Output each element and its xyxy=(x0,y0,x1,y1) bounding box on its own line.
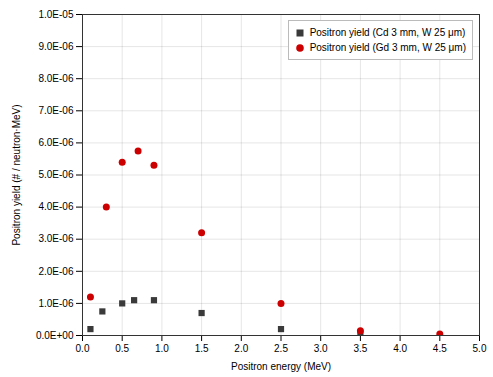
svg-text:Positron yield (# / neutron·Me: Positron yield (# / neutron·MeV) xyxy=(11,104,22,245)
svg-text:2.0E-06: 2.0E-06 xyxy=(38,266,73,277)
svg-text:2.0: 2.0 xyxy=(234,343,248,354)
svg-text:8.0E-06: 8.0E-06 xyxy=(38,73,73,84)
svg-text:4.5: 4.5 xyxy=(433,343,447,354)
svg-text:1.0E-05: 1.0E-05 xyxy=(38,9,73,20)
svg-text:4.0E-06: 4.0E-06 xyxy=(38,201,73,212)
svg-text:4.0: 4.0 xyxy=(393,343,407,354)
svg-text:5.0E-06: 5.0E-06 xyxy=(38,169,73,180)
svg-text:1.0: 1.0 xyxy=(155,343,169,354)
svg-text:5.0: 5.0 xyxy=(473,343,487,354)
svg-text:1.5: 1.5 xyxy=(195,343,209,354)
svg-text:0.5: 0.5 xyxy=(115,343,129,354)
svg-text:9.0E-06: 9.0E-06 xyxy=(38,41,73,52)
svg-text:0.0E+00: 0.0E+00 xyxy=(36,330,74,341)
html-text:Positron yield (Gd 3 mm, W 25: Positron yield (Gd 3 mm, W 25 μm) xyxy=(309,42,466,53)
svg-text:7.0E-06: 7.0E-06 xyxy=(38,105,73,116)
svg-text:3.0E-06: 3.0E-06 xyxy=(38,233,73,244)
svg-text:3.5: 3.5 xyxy=(353,343,367,354)
svg-text:3.0: 3.0 xyxy=(314,343,328,354)
svg-text:2.5: 2.5 xyxy=(274,343,288,354)
svg-text:1.0E-06: 1.0E-06 xyxy=(38,298,73,309)
html-text:Positron yield (Cd 3 mm, W 25: Positron yield (Cd 3 mm, W 25 μm) xyxy=(309,27,466,38)
svg-text:Positron energy (MeV): Positron energy (MeV) xyxy=(231,361,331,372)
svg-text:0.0: 0.0 xyxy=(76,343,90,354)
svg-text:6.0E-06: 6.0E-06 xyxy=(38,137,73,148)
